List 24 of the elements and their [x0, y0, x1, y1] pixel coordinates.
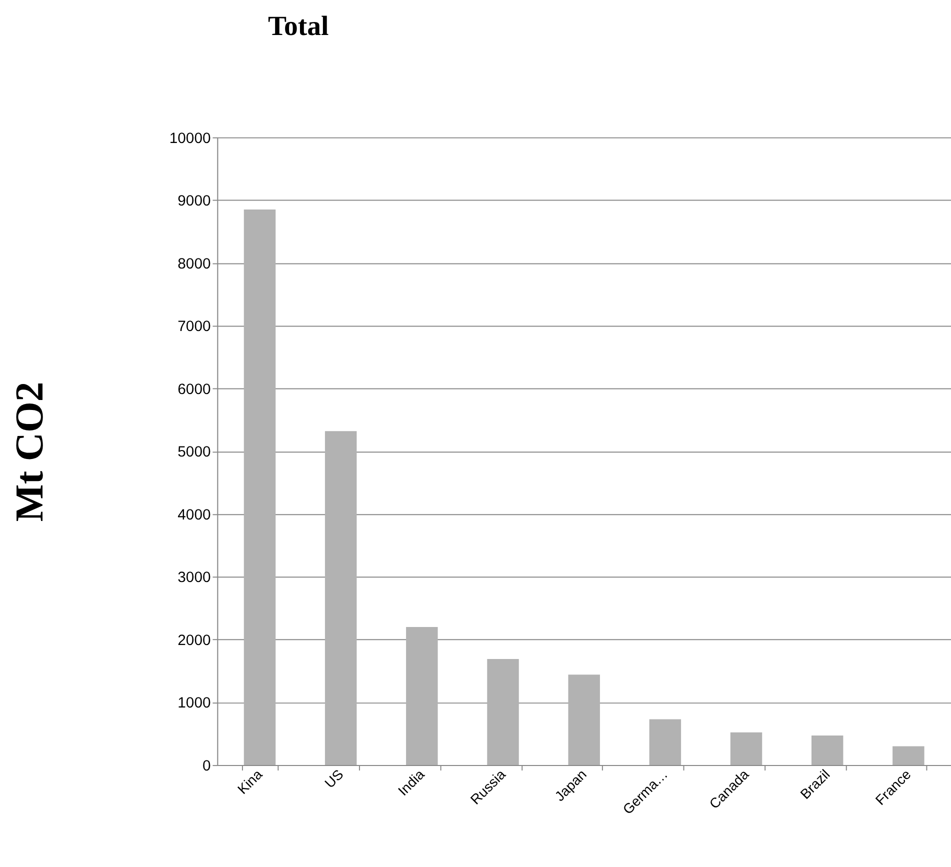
bar: [324, 431, 357, 766]
y-tick-label: 3000: [178, 570, 211, 586]
bar: [568, 674, 600, 766]
y-tick-label: 7000: [178, 319, 211, 336]
bar: [406, 626, 438, 766]
y-tick-label: 10000: [169, 130, 211, 147]
y-tick-label: 5000: [178, 444, 211, 461]
x-tick-label: Kina: [234, 766, 266, 798]
y-tick-label: 0: [202, 758, 211, 774]
chart-title: Total: [268, 11, 329, 42]
bar: [649, 719, 682, 766]
bar: [730, 732, 762, 766]
y-tick-label: 6000: [178, 382, 211, 398]
y-tick-label: 4000: [178, 507, 211, 524]
y-tick-label: 9000: [178, 194, 211, 210]
bar: [487, 658, 519, 766]
bar: [244, 210, 276, 766]
bar: [892, 746, 924, 766]
y-tick-label: 2000: [178, 632, 211, 649]
y-tick-label: 1000: [178, 696, 211, 712]
y-axis-title: Mt CO2: [7, 382, 52, 522]
bar: [811, 736, 844, 766]
y-tick-label: 8000: [178, 256, 211, 272]
x-tick-label: US: [321, 766, 346, 792]
